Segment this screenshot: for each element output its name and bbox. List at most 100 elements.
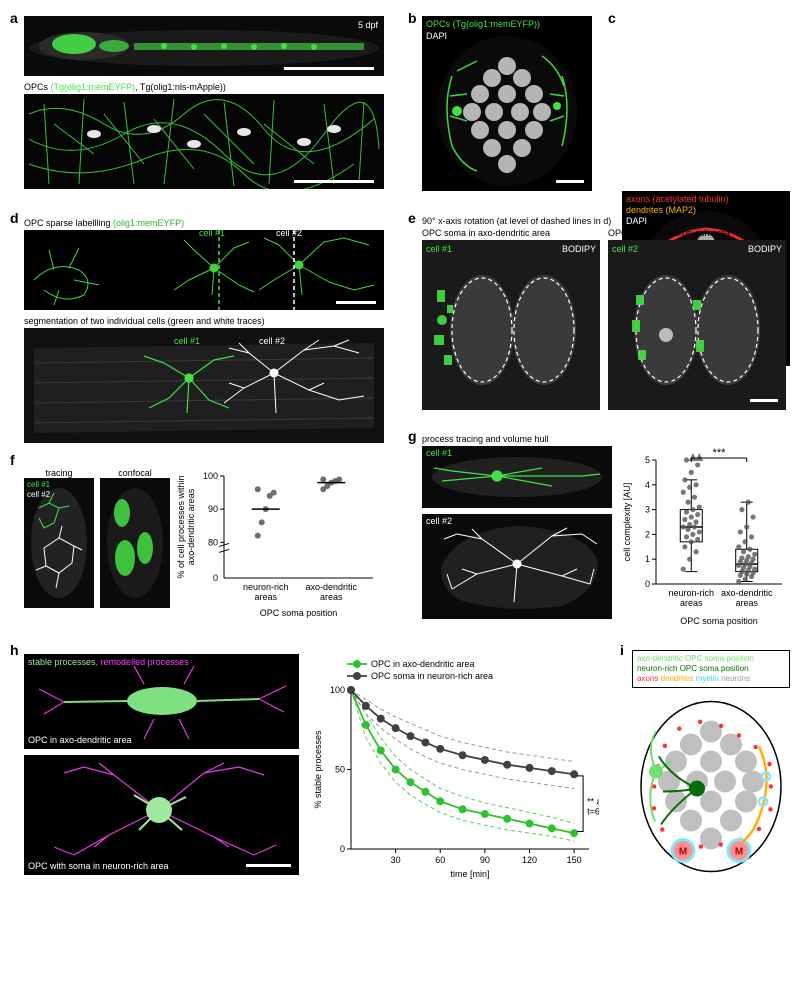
svg-text:100: 100 (203, 471, 218, 481)
svg-text:OPC soma position: OPC soma position (260, 608, 338, 618)
f-col1: tracing (24, 468, 94, 478)
d2-cell1: cell #1 (174, 336, 200, 346)
e-bodipy2: BODIPY (748, 244, 782, 254)
panel-f-chart: 80 90 100 0 % of cell processes withinaxo-de… (176, 468, 381, 618)
svg-text:0: 0 (340, 844, 345, 854)
svg-text:M: M (679, 847, 687, 858)
svg-text:50: 50 (335, 765, 345, 775)
g-cell1: cell #1 (422, 446, 612, 508)
e-bodipy1: BODIPY (562, 244, 596, 254)
svg-text:OPC soma position: OPC soma position (680, 616, 758, 626)
f-c2: cell #2 (27, 490, 50, 499)
svg-text:90: 90 (480, 855, 490, 865)
panel-b-line2: DAPI (426, 31, 447, 41)
scale-bar (294, 180, 374, 183)
svg-text:4: 4 (645, 480, 650, 490)
svg-text:0: 0 (213, 573, 218, 583)
e-right-img: cell #2 BODIPY (608, 240, 786, 410)
svg-text:30: 30 (391, 855, 401, 865)
svg-text:** att=60min: ** att=60min (587, 796, 599, 816)
svg-text:cell complexity [AU]: cell complexity [AU] (622, 483, 632, 562)
panel-e: 90° x-axis rotation (at level of dashed … (422, 216, 790, 410)
panel-i-diagram: MM (632, 692, 790, 877)
panel-b-line1: OPCs (Tg(olig1:memEYFP)) (426, 19, 540, 29)
svg-text:1: 1 (645, 554, 650, 564)
h-img1: stable processes, remodelled processes O… (24, 654, 299, 749)
t: stable processes (28, 657, 96, 667)
svg-text:80: 80 (208, 537, 218, 547)
e-c1: cell #1 (426, 244, 452, 254)
svg-text:% of cell processes withinaxo-: % of cell processes withinaxo-dendritic … (176, 475, 196, 578)
svg-text:0: 0 (645, 579, 650, 589)
t: , remodelled processes (96, 657, 189, 667)
figure: a 5 dpf OPCs (Tg(olig1:mem (10, 10, 790, 974)
d-cell1: cell #1 (199, 230, 225, 238)
panel-a-age: 5 dpf (358, 20, 378, 30)
svg-text:90: 90 (208, 504, 218, 514)
svg-text:% stable processes: % stable processes (313, 730, 323, 809)
panel-d-caption2: segmentation of two individual cells (gr… (24, 316, 384, 326)
panel-a-bottom-image (24, 94, 384, 189)
panel-d-top: cell #1 cell #2 (24, 230, 384, 310)
e-left-img: cell #1 BODIPY (422, 240, 600, 410)
panel-a-top-image: 5 dpf (24, 16, 384, 76)
label-i: i (620, 642, 624, 658)
d-cell2: cell #2 (276, 230, 302, 238)
label-c: c (608, 10, 616, 26)
g-c1: cell #1 (426, 448, 452, 458)
g-title: process tracing and volume hull (422, 434, 790, 444)
panel-i-legend: axo-dendritic OPC soma positionneuron-ri… (632, 650, 790, 688)
f-c1: cell #1 (27, 480, 50, 489)
label-b: b (408, 10, 417, 26)
g-c2: cell #2 (426, 516, 452, 526)
f-col2: confocal (100, 468, 170, 478)
opc-prefix: OPCs (24, 82, 51, 92)
svg-text:OPC in axo-dendritic area: OPC in axo-dendritic area (371, 659, 475, 669)
svg-text:time [min]: time [min] (450, 869, 489, 879)
scale-bar (750, 399, 778, 402)
panel-d-title: OPC sparse labellling (olig1:memEYFP) (24, 218, 384, 228)
scale-bar (556, 180, 584, 183)
svg-text:axo-dendriticareas: axo-dendriticareas (306, 582, 358, 602)
panel-f: tracing cell #1 cell #2 (24, 468, 384, 618)
f-confocal (100, 478, 170, 608)
label-e: e (408, 210, 416, 226)
scale-bar (284, 67, 374, 70)
label-a: a (10, 10, 18, 26)
panel-d: OPC sparse labellling (olig1:memEYFP) (24, 218, 384, 443)
e-c2: cell #2 (612, 244, 638, 254)
panel-c-l1: axons (acetylated tubulin) (626, 194, 729, 204)
panel-b: OPCs (Tg(olig1:memEYFP)) DAPI (422, 16, 592, 191)
svg-text:120: 120 (522, 855, 537, 865)
svg-text:150: 150 (567, 855, 582, 865)
g-cell2: cell #2 (422, 514, 612, 619)
panel-a-caption: OPCs (Tg(olig1:memEYFP), Tg(olig1:nls-mA… (24, 82, 384, 92)
opc-rest: , Tg(olig1:nls-mApple)) (135, 82, 226, 92)
label-h: h (10, 642, 19, 658)
f-tracing: cell #1 cell #2 (24, 478, 94, 608)
scale-bar (336, 301, 376, 304)
e-right-title: OPC soma in neuron-rich area (608, 228, 786, 238)
t: OPC sparse labellling (24, 218, 113, 228)
h-cap1: OPC in axo-dendritic area (28, 735, 132, 745)
t: OPCs (426, 19, 453, 29)
svg-text:5: 5 (645, 455, 650, 465)
svg-text:axo-dendriticareas: axo-dendriticareas (721, 588, 773, 608)
svg-text:neuron-richareas: neuron-richareas (243, 582, 289, 602)
d2-cell2: cell #2 (259, 336, 285, 346)
h-cap2: OPC with soma in neuron-rich area (28, 861, 169, 871)
svg-text:OPC soma in neuron-rich area: OPC soma in neuron-rich area (371, 671, 493, 681)
panel-h-chart: 050100306090120150time [min]% stable pro… (309, 654, 599, 879)
label-d: d (10, 210, 19, 226)
e-left-title: OPC soma in axo-dendritic area (422, 228, 600, 238)
svg-text:***: *** (713, 447, 727, 459)
panel-g: process tracing and volume hull cell #1 (422, 434, 790, 626)
panel-c-l2: dendrites (MAP2) (626, 205, 696, 215)
panel-g-chart: 012345cell complexity [AU]***neuron-rich… (620, 446, 788, 626)
label-f: f (10, 452, 15, 468)
t: (olig1:memEYFP) (113, 218, 184, 228)
panel-i: axo-dendritic OPC soma positionneuron-ri… (632, 650, 790, 877)
label-g: g (408, 428, 417, 444)
h-l1: stable processes, remodelled processes (28, 657, 189, 667)
svg-text:M: M (735, 847, 743, 858)
